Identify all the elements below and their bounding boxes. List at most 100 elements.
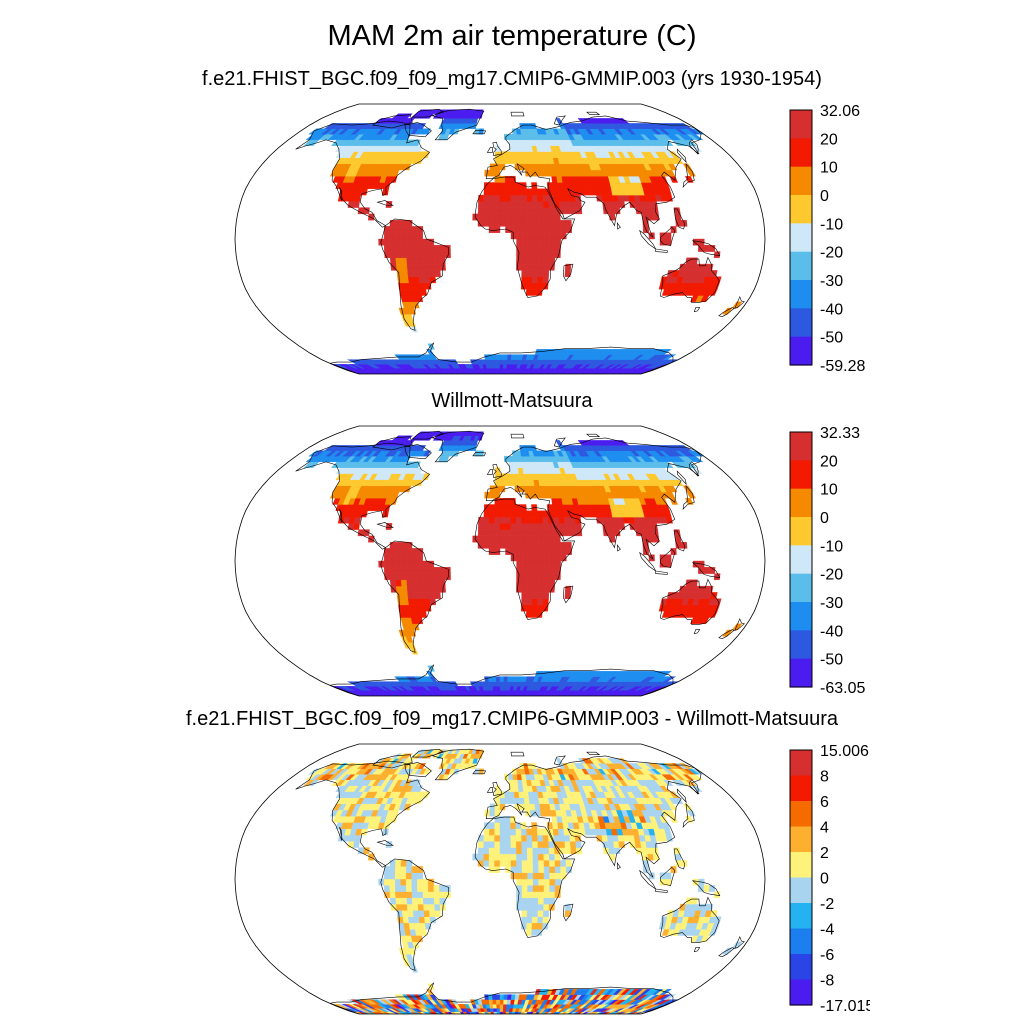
grid-cell: [424, 598, 431, 606]
grid-cell: [531, 604, 538, 612]
grid-cell: [433, 579, 441, 587]
colorbar-label: -40: [820, 623, 843, 640]
grid-cell: [494, 207, 501, 215]
grid-cell: [650, 201, 658, 208]
grid-cell: [543, 554, 550, 562]
coastline-sri-lanka: [616, 222, 621, 230]
grid-cell: [543, 579, 550, 587]
grid-cell: [532, 245, 539, 252]
grid-cell: [400, 226, 407, 233]
grid-cell: [483, 523, 490, 530]
grid-cell: [483, 529, 490, 537]
grid-cell: [526, 910, 533, 917]
grid-cell: [394, 232, 401, 240]
temperature-grid: [303, 431, 743, 696]
grid-cell: [499, 859, 506, 867]
grid-cell: [389, 541, 396, 549]
grid-cell: [691, 897, 698, 905]
grid-cell: [428, 263, 436, 271]
grid-cell: [433, 251, 440, 259]
colorbar-label: -20: [820, 567, 843, 584]
grid-cell: [560, 548, 567, 555]
grid-cell: [499, 1008, 504, 1012]
grid-cell: [532, 257, 539, 265]
grid-cell: [499, 354, 505, 360]
grid-cell: [411, 554, 418, 562]
grid-cell: [665, 878, 672, 886]
colorbar-label: -6: [820, 947, 834, 964]
colorbar-swatch: [790, 979, 812, 1006]
coastline-australia: [659, 256, 720, 303]
grid-cell: [521, 585, 528, 593]
coastline-cuba: [376, 522, 395, 528]
grid-cell: [477, 529, 484, 537]
grid-cell: [417, 903, 425, 911]
colorbar-swatch: [790, 630, 812, 660]
grid-cell: [521, 257, 528, 265]
colorbar-label: -50: [820, 330, 843, 347]
grid-cell: [488, 219, 495, 227]
grid-cell: [499, 676, 505, 682]
grid-cell: [532, 891, 539, 899]
grid-cell: [433, 573, 440, 581]
coastline-philippines: [673, 530, 686, 552]
grid-cell: [510, 554, 517, 562]
grid-cell: [521, 529, 528, 537]
grid-cell: [411, 257, 419, 265]
grid-cell: [538, 891, 545, 899]
coastline-australia: [659, 578, 720, 625]
grid-cell: [555, 554, 561, 562]
grid-cell: [488, 866, 495, 873]
grid-cell: [540, 491, 547, 499]
grid-cell: [417, 897, 424, 905]
grid-cell: [515, 188, 522, 196]
grid-cell: [433, 567, 440, 574]
coastline-greenland: [431, 108, 485, 141]
grid-cell: [422, 238, 429, 246]
grid-cell: [549, 251, 556, 259]
grid-cell: [527, 238, 534, 246]
grid-cell: [499, 201, 506, 208]
grid-cell: [527, 891, 534, 899]
grid-cell: [492, 999, 497, 1005]
grid-cell: [536, 282, 544, 290]
grid-cell: [680, 541, 688, 549]
grid-cell: [665, 834, 673, 842]
grid-cell: [494, 822, 501, 830]
colorbar-swatch: [790, 280, 812, 309]
coastlines: [295, 748, 745, 1014]
colorbar-swatch: [790, 545, 812, 575]
grid-cell: [415, 145, 423, 152]
grid-cell: [489, 1004, 494, 1009]
map-outline: [234, 425, 766, 697]
grid-cell: [509, 157, 516, 165]
grid-cell: [418, 123, 427, 129]
grid-cell: [414, 604, 421, 612]
grid-cell: [483, 194, 490, 202]
grid-cell: [400, 560, 407, 568]
grid-cell: [526, 922, 533, 930]
coastline-sakhalin: [676, 470, 687, 486]
grid-cell: [427, 665, 436, 672]
grid-cell: [508, 456, 514, 462]
grid-cell: [549, 219, 556, 227]
grid-cell: [419, 604, 427, 612]
grid-cell: [402, 276, 410, 284]
grid-cell: [521, 548, 528, 555]
grid-cell: [524, 803, 531, 811]
grid-cell: [401, 585, 408, 593]
grid-cell: [513, 791, 520, 798]
grid-cell: [564, 847, 572, 855]
grid-cell: [505, 523, 512, 530]
grid-cell: [559, 201, 566, 208]
grid-cell: [504, 504, 511, 512]
coastline-cuba: [376, 840, 395, 846]
grid-cell: [499, 219, 506, 227]
grid-cell: [542, 916, 549, 924]
grid-cell: [494, 841, 501, 848]
grid-cell: [389, 554, 396, 562]
grid-cell: [493, 690, 498, 694]
grid-cell: [357, 207, 365, 215]
grid-cell: [706, 903, 714, 911]
